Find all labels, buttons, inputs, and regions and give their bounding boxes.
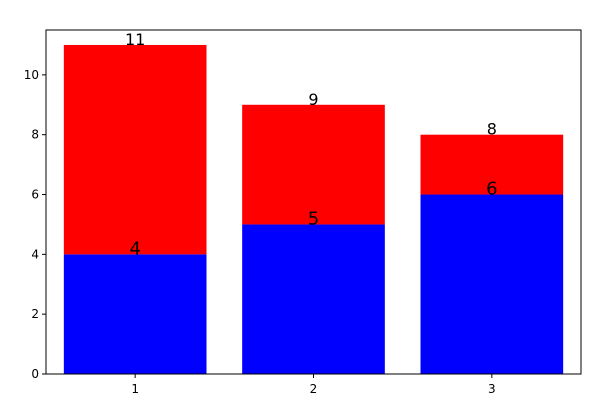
y-tick-label-0: 0 — [31, 367, 39, 381]
x-tick-label-3: 3 — [488, 382, 496, 396]
y-tick-label-8: 8 — [31, 128, 39, 142]
bar-segment-top-1 — [63, 44, 207, 255]
bars-layer — [63, 44, 564, 374]
y-tick-label-6: 6 — [31, 188, 39, 202]
data-label-total-3: 8 — [487, 120, 497, 139]
data-label-bottom-3: 6 — [486, 179, 497, 200]
data-label-bottom-2: 5 — [308, 208, 319, 229]
y-tick-label-10: 10 — [24, 68, 39, 82]
y-tick-label-4: 4 — [31, 247, 39, 261]
x-tick-label-1: 1 — [131, 382, 139, 396]
data-label-total-2: 9 — [308, 90, 318, 109]
data-label-total-1: 11 — [125, 30, 145, 49]
bar-segment-bottom-3 — [420, 194, 564, 374]
x-tick-label-2: 2 — [310, 382, 318, 396]
data-labels-layer: 4 11 5 9 6 8 — [125, 30, 498, 259]
bar-segment-bottom-1 — [63, 254, 207, 374]
bar-segment-top-3 — [420, 134, 564, 195]
data-label-bottom-1: 4 — [129, 238, 140, 259]
y-tick-label-2: 2 — [31, 307, 39, 321]
bar-segment-bottom-2 — [242, 224, 385, 374]
bar-segment-top-2 — [242, 104, 385, 225]
